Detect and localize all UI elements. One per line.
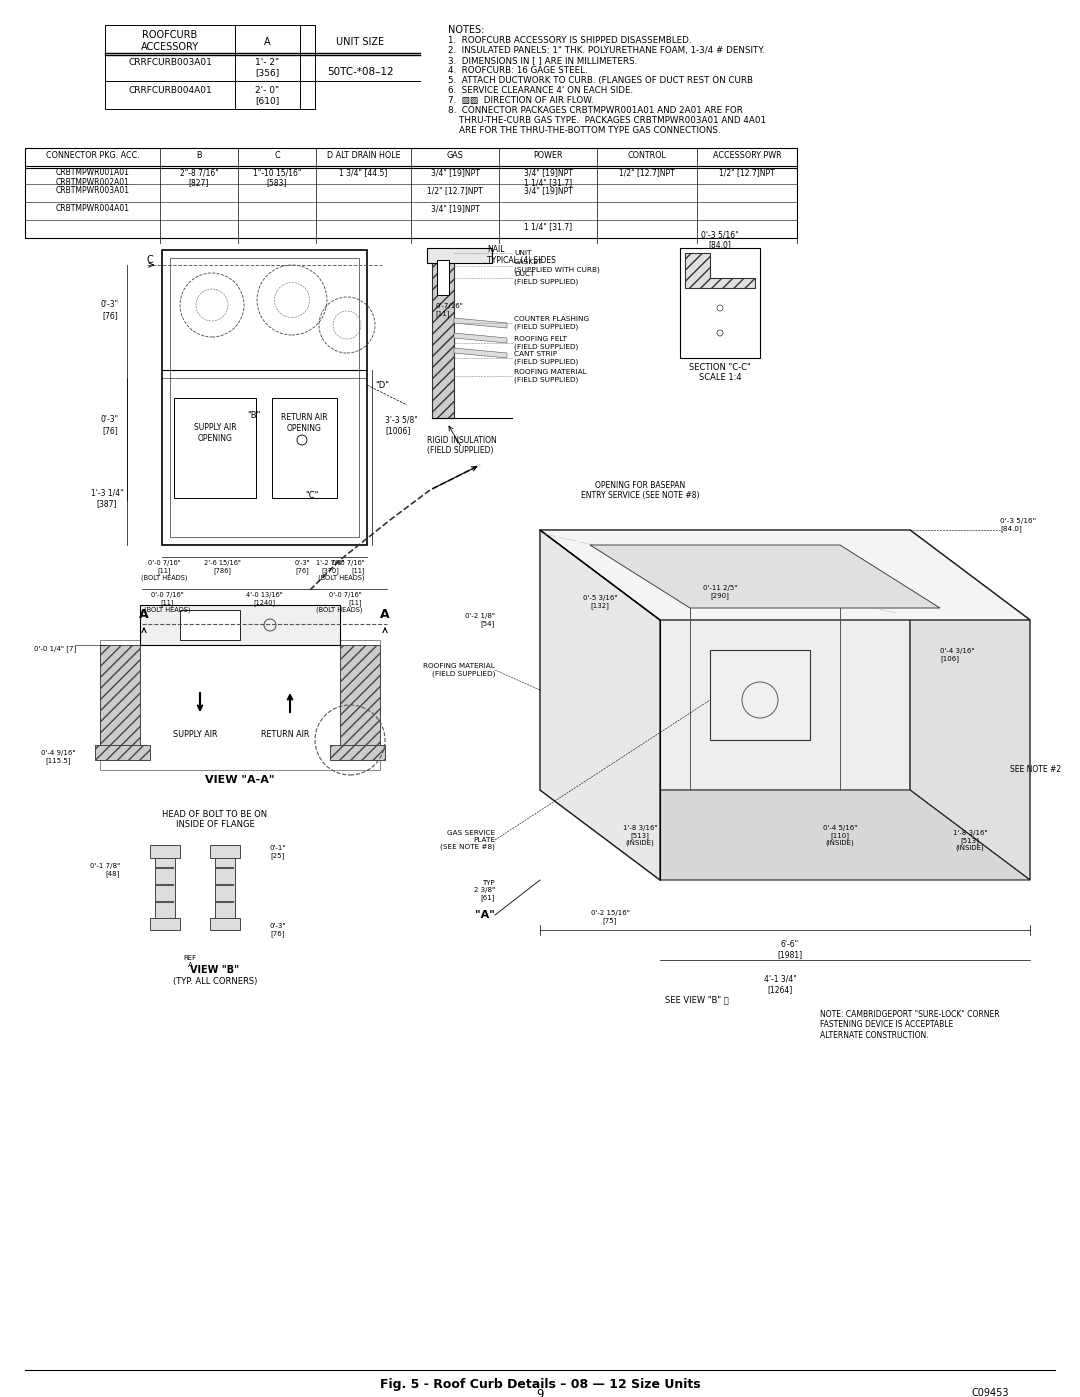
Text: DUCT
(FIELD SUPPLIED): DUCT (FIELD SUPPLIED) — [514, 271, 579, 285]
Text: D ALT DRAIN HOLE: D ALT DRAIN HOLE — [326, 151, 401, 161]
Text: 0'-1 7/8"
[48]: 0'-1 7/8" [48] — [90, 863, 120, 877]
Text: 0'-3"
[76]: 0'-3" [76] — [294, 560, 310, 574]
Bar — [680, 249, 760, 358]
Text: 3/4" [19]NPT
1 1/4" [31.7]: 3/4" [19]NPT 1 1/4" [31.7] — [524, 168, 572, 187]
Polygon shape — [210, 845, 240, 858]
Text: RIGID INSULATION
(FIELD SUPPLIED): RIGID INSULATION (FIELD SUPPLIED) — [427, 436, 497, 455]
Text: 2'- 0"
[610]: 2'- 0" [610] — [255, 87, 279, 105]
Polygon shape — [95, 745, 150, 760]
Polygon shape — [540, 789, 1030, 880]
Polygon shape — [100, 645, 140, 750]
Text: OPENING FOR BASEPAN
ENTRY SERVICE (SEE NOTE #8): OPENING FOR BASEPAN ENTRY SERVICE (SEE N… — [581, 481, 699, 500]
Text: 7.  ▨▨  DIRECTION OF AIR FLOW.: 7. ▨▨ DIRECTION OF AIR FLOW. — [448, 96, 594, 105]
Polygon shape — [454, 332, 507, 344]
Text: C: C — [147, 256, 153, 265]
Text: SECTION "C-C": SECTION "C-C" — [689, 363, 751, 372]
Text: B: B — [197, 151, 202, 161]
Polygon shape — [150, 845, 180, 858]
Text: NOTES:: NOTES: — [448, 25, 484, 35]
Text: TYP
2 3/8"
[61]: TYP 2 3/8" [61] — [474, 880, 495, 901]
Text: "B": "B" — [247, 411, 260, 419]
Text: GASKET
(SUPPLIED WITH CURB): GASKET (SUPPLIED WITH CURB) — [514, 260, 599, 272]
Text: 3'-3 5/8"
[1006]: 3'-3 5/8" [1006] — [384, 415, 418, 434]
Text: CRBTMPWR001A01
CRBTMPWR002A01: CRBTMPWR001A01 CRBTMPWR002A01 — [55, 168, 130, 187]
Text: 1/2" [12.7]NPT: 1/2" [12.7]NPT — [719, 168, 774, 177]
Text: 0'-3 5/16"
[84.0]: 0'-3 5/16" [84.0] — [701, 231, 739, 250]
Text: 2.  INSULATED PANELS: 1" THK. POLYURETHANE FOAM, 1-3/4 # DENSITY.: 2. INSULATED PANELS: 1" THK. POLYURETHAN… — [448, 46, 765, 54]
Text: 50TC: 50TC — [13, 757, 30, 807]
Text: ACCESSORY PWR: ACCESSORY PWR — [713, 151, 781, 161]
Polygon shape — [590, 545, 940, 608]
Polygon shape — [454, 348, 507, 358]
Text: 0'-4 5/16"
[110]
(INSIDE): 0'-4 5/16" [110] (INSIDE) — [823, 826, 858, 847]
Text: SEE VIEW "B" ⮕: SEE VIEW "B" ⮕ — [665, 995, 729, 1004]
Text: 0'-3 5/16"
[84.0]: 0'-3 5/16" [84.0] — [1000, 518, 1036, 532]
Text: 0'-3"
[76]: 0'-3" [76] — [100, 415, 119, 434]
Bar — [100, 640, 380, 770]
Text: "A": "A" — [475, 909, 495, 921]
Text: VIEW "B": VIEW "B" — [190, 965, 240, 975]
Text: 4'-0 13/16"
[1240]: 4'-0 13/16" [1240] — [245, 592, 282, 606]
Text: VIEW "A-A": VIEW "A-A" — [205, 775, 274, 785]
Text: 1'-8 3/16"
[513]
(INSIDE): 1'-8 3/16" [513] (INSIDE) — [623, 826, 658, 847]
Text: CRBTMPWR004A01: CRBTMPWR004A01 — [55, 204, 130, 212]
Text: UNIT SIZE: UNIT SIZE — [336, 36, 384, 47]
Text: C09453: C09453 — [971, 1389, 1009, 1397]
Text: CRBTMPWR003A01: CRBTMPWR003A01 — [55, 186, 130, 196]
Text: POWER: POWER — [534, 151, 563, 161]
Text: ROOFING MATERIAL
(FIELD SUPPLIED): ROOFING MATERIAL (FIELD SUPPLIED) — [423, 664, 495, 676]
Bar — [140, 605, 340, 645]
Text: NAIL: NAIL — [487, 246, 504, 254]
Bar — [174, 398, 256, 497]
Text: 3/4" [19]NPT: 3/4" [19]NPT — [524, 186, 572, 196]
Bar — [170, 258, 359, 536]
Text: HEAD OF BOLT TO BE ON
INSIDE OF FLANGE: HEAD OF BOLT TO BE ON INSIDE OF FLANGE — [162, 810, 268, 830]
Text: 1'- 2"
[356]: 1'- 2" [356] — [255, 59, 279, 77]
Text: 0'-7/16"
[11]: 0'-7/16" [11] — [435, 303, 463, 317]
Text: 0'-1"
[25]: 0'-1" [25] — [270, 845, 286, 859]
Text: GAS SERVICE
PLATE
(SEE NOTE #8): GAS SERVICE PLATE (SEE NOTE #8) — [441, 830, 495, 851]
Text: 3/4" [19]NPT: 3/4" [19]NPT — [431, 168, 480, 177]
Text: 8.  CONNECTOR PACKAGES CRBTMPWR001A01 AND 2A01 ARE FOR: 8. CONNECTOR PACKAGES CRBTMPWR001A01 AND… — [448, 106, 743, 115]
Text: 3.  DIMENSIONS IN [ ] ARE IN MILLIMETERS.: 3. DIMENSIONS IN [ ] ARE IN MILLIMETERS. — [448, 56, 637, 66]
Text: 3/4" [19]NPT: 3/4" [19]NPT — [431, 204, 480, 212]
Text: 0'-0 1/4" [7]: 0'-0 1/4" [7] — [33, 645, 76, 652]
Text: REF
A: REF A — [184, 956, 197, 968]
Text: ARE FOR THE THRU-THE-BOTTOM TYPE GAS CONNECTIONS.: ARE FOR THE THRU-THE-BOTTOM TYPE GAS CON… — [448, 126, 720, 136]
Polygon shape — [540, 529, 910, 789]
Text: 1'-3 1/4"
[387]: 1'-3 1/4" [387] — [91, 489, 123, 507]
Text: UNIT: UNIT — [514, 250, 531, 256]
Text: TYPICAL (4) SIDES: TYPICAL (4) SIDES — [487, 256, 556, 264]
Text: THRU-THE-CURB GAS TYPE.  PACKAGES CRBTMPWR003A01 AND 4A01: THRU-THE-CURB GAS TYPE. PACKAGES CRBTMPW… — [448, 116, 766, 124]
Bar — [25, 148, 797, 237]
Text: 1.  ROOFCURB ACCESSORY IS SHIPPED DISASSEMBLED.: 1. ROOFCURB ACCESSORY IS SHIPPED DISASSE… — [448, 36, 691, 45]
Polygon shape — [710, 650, 810, 740]
Bar — [272, 398, 337, 497]
Text: NOTE: CAMBRIDGEPORT "SURE-LOCK" CORNER
FASTENING DEVICE IS ACCEPTABLE
ALTERNATE : NOTE: CAMBRIDGEPORT "SURE-LOCK" CORNER F… — [820, 1010, 1000, 1039]
Text: 2"-8 7/16"
[827]: 2"-8 7/16" [827] — [179, 168, 218, 187]
Text: CONNECTOR PKG. ACC.: CONNECTOR PKG. ACC. — [45, 151, 139, 161]
Text: 6'-6"
[1981]: 6'-6" [1981] — [778, 940, 802, 960]
Text: SCALE 1:4: SCALE 1:4 — [699, 373, 741, 381]
Text: CONTROL: CONTROL — [627, 151, 666, 161]
Text: 1'-2 7/8"
[370]: 1'-2 7/8" [370] — [315, 560, 345, 574]
Text: 1"-10 15/16"
[583]: 1"-10 15/16" [583] — [253, 168, 301, 187]
Text: CRRFCURB003A01: CRRFCURB003A01 — [129, 59, 212, 67]
Text: ROOFING FELT
(FIELD SUPPLIED): ROOFING FELT (FIELD SUPPLIED) — [514, 337, 579, 349]
Text: 5.  ATTACH DUCTWORK TO CURB. (FLANGES OF DUCT REST ON CURB: 5. ATTACH DUCTWORK TO CURB. (FLANGES OF … — [448, 75, 753, 85]
Text: 1'-8 3/16"
[513]
(INSIDE): 1'-8 3/16" [513] (INSIDE) — [953, 830, 987, 851]
Bar — [427, 249, 492, 263]
Polygon shape — [454, 319, 507, 328]
Text: 0'-4 9/16"
[115.5]: 0'-4 9/16" [115.5] — [41, 750, 76, 764]
Text: 0'-0 7/16"
[11]
(BOLT HEADS): 0'-0 7/16" [11] (BOLT HEADS) — [144, 592, 190, 613]
Text: 2'-6 15/16"
[786]: 2'-6 15/16" [786] — [203, 560, 241, 574]
Bar — [105, 25, 315, 109]
Text: Fig. 5 - Roof Curb Details – 08 — 12 Size Units: Fig. 5 - Roof Curb Details – 08 — 12 Siz… — [380, 1377, 700, 1391]
Bar — [162, 250, 367, 545]
Polygon shape — [150, 918, 180, 930]
Text: 0'-0 7/16"
[11]
(BOLT HEADS): 0'-0 7/16" [11] (BOLT HEADS) — [319, 560, 365, 581]
Text: 4'-1 3/4"
[1264]: 4'-1 3/4" [1264] — [764, 975, 796, 995]
Polygon shape — [910, 529, 1030, 880]
Text: 50TC-*08–12: 50TC-*08–12 — [326, 67, 393, 77]
Text: 1/2" [12.7]NPT: 1/2" [12.7]NPT — [427, 186, 483, 196]
